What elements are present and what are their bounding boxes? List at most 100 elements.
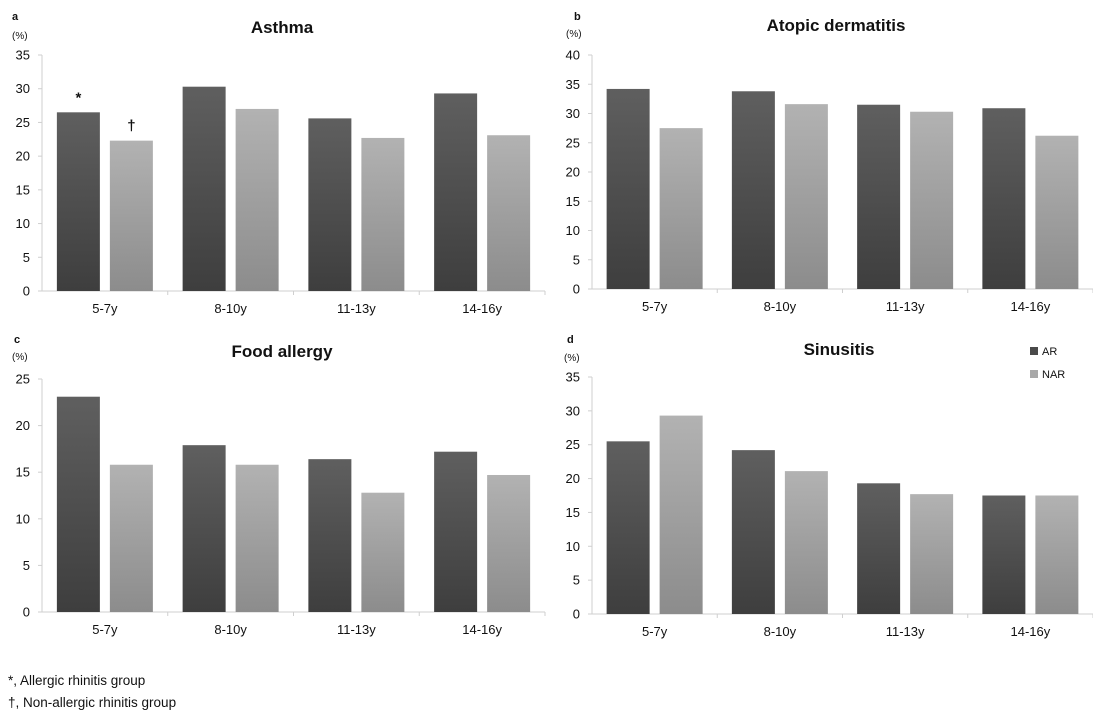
significance-marker: † <box>127 118 135 135</box>
y-tick-label: 30 <box>566 106 580 121</box>
bar-nar <box>235 464 279 612</box>
y-tick-label: 0 <box>573 282 580 297</box>
footnote-nar: †, Non-allergic rhinitis group <box>8 695 177 710</box>
y-tick-label: 25 <box>16 115 30 130</box>
bar-ar <box>982 495 1026 614</box>
y-tick-label: 35 <box>16 48 30 63</box>
x-tick-label: 11-13y <box>337 622 376 637</box>
bar-ar <box>434 93 478 291</box>
y-tick-label: 0 <box>23 284 30 299</box>
y-tick-label: 20 <box>16 418 30 433</box>
x-tick-label: 8-10y <box>764 624 797 639</box>
y-tick-label: 25 <box>566 437 580 452</box>
y-axis-unit: (%) <box>12 31 28 42</box>
x-tick-label: 5-7y <box>92 301 118 316</box>
bar-ar <box>606 441 650 614</box>
footnote-ar: *, Allergic rhinitis group <box>8 673 146 688</box>
chart-title: Food allergy <box>231 342 333 361</box>
significance-marker: * <box>75 89 81 106</box>
y-tick-label: 15 <box>16 182 30 197</box>
panel-label: a <box>12 11 19 23</box>
x-tick-label: 11-13y <box>886 299 925 314</box>
x-tick-label: 8-10y <box>764 299 797 314</box>
y-tick-label: 15 <box>16 465 30 480</box>
bar-nar <box>109 140 153 291</box>
x-tick-label: 8-10y <box>214 301 247 316</box>
y-tick-label: 5 <box>23 558 30 573</box>
bar-nar <box>235 108 279 291</box>
bar-nar <box>1035 135 1079 289</box>
y-tick-label: 30 <box>566 403 580 418</box>
y-axis-unit: (%) <box>564 353 580 364</box>
footnotes: *, Allergic rhinitis group †, Non-allerg… <box>8 670 176 714</box>
y-tick-label: 0 <box>23 605 30 620</box>
bar-ar <box>857 483 901 614</box>
bar-ar <box>606 88 650 290</box>
legend-swatch-nar <box>1030 370 1038 378</box>
y-tick-label: 25 <box>16 372 30 387</box>
bar-ar <box>434 451 478 612</box>
y-tick-label: 0 <box>573 607 580 622</box>
chart-title: Atopic dermatitis <box>767 16 906 35</box>
y-tick-label: 15 <box>566 194 580 209</box>
panel-label: b <box>574 11 581 23</box>
bar-nar <box>361 137 405 291</box>
bar-ar <box>731 450 775 614</box>
y-tick-label: 10 <box>566 539 580 554</box>
bar-ar <box>308 118 352 291</box>
bar-nar <box>910 494 954 614</box>
bar-ar <box>308 459 352 612</box>
bar-nar <box>361 492 405 612</box>
chart-title: Sinusitis <box>804 340 875 359</box>
y-axis-unit: (%) <box>566 29 582 40</box>
bar-nar <box>659 415 703 614</box>
chart-title: Asthma <box>251 18 314 37</box>
panel-label: d <box>567 334 574 346</box>
y-tick-label: 20 <box>566 471 580 486</box>
x-tick-label: 14-16y <box>1011 299 1051 314</box>
y-tick-label: 5 <box>573 573 580 588</box>
y-tick-label: 10 <box>566 223 580 238</box>
x-tick-label: 11-13y <box>337 301 376 316</box>
bar-nar <box>784 104 828 289</box>
y-tick-label: 40 <box>566 48 580 63</box>
bar-ar <box>56 112 100 291</box>
y-tick-label: 5 <box>23 250 30 265</box>
bar-nar <box>784 471 828 614</box>
bar-nar <box>109 464 153 612</box>
legend-label-nar: NAR <box>1042 369 1065 381</box>
y-tick-label: 15 <box>566 505 580 520</box>
bar-nar <box>910 111 954 290</box>
x-tick-label: 14-16y <box>462 622 502 637</box>
bar-nar <box>1035 495 1079 614</box>
bar-ar <box>731 91 775 290</box>
bar-ar <box>982 108 1026 289</box>
y-tick-label: 25 <box>566 135 580 150</box>
bar-ar <box>56 396 100 612</box>
y-tick-label: 35 <box>566 77 580 92</box>
x-tick-label: 5-7y <box>642 624 668 639</box>
y-tick-label: 10 <box>16 216 30 231</box>
y-tick-label: 30 <box>16 81 30 96</box>
y-tick-label: 20 <box>16 149 30 164</box>
y-tick-label: 10 <box>16 511 30 526</box>
x-tick-label: 14-16y <box>462 301 502 316</box>
legend-label-ar: AR <box>1042 346 1057 358</box>
figure-canvas: Asthma a (%) 0 5 10 15 20 25 30 35 5-7y 8-10y 11-13y 1… <box>12 11 1093 639</box>
x-tick-label: 5-7y <box>92 622 118 637</box>
panel-label: c <box>14 334 20 346</box>
bar-nar <box>659 128 703 289</box>
x-tick-label: 14-16y <box>1011 624 1051 639</box>
legend-swatch-ar <box>1030 347 1038 355</box>
bar-nar <box>487 474 531 612</box>
y-tick-label: 35 <box>566 370 580 385</box>
bar-ar <box>857 104 901 289</box>
bar-ar <box>182 86 226 291</box>
x-tick-label: 8-10y <box>214 622 247 637</box>
y-tick-label: 20 <box>566 165 580 180</box>
bar-nar <box>487 135 531 291</box>
bar-ar <box>182 445 226 612</box>
x-tick-label: 11-13y <box>886 624 925 639</box>
y-tick-label: 5 <box>573 252 580 267</box>
x-tick-label: 5-7y <box>642 299 668 314</box>
